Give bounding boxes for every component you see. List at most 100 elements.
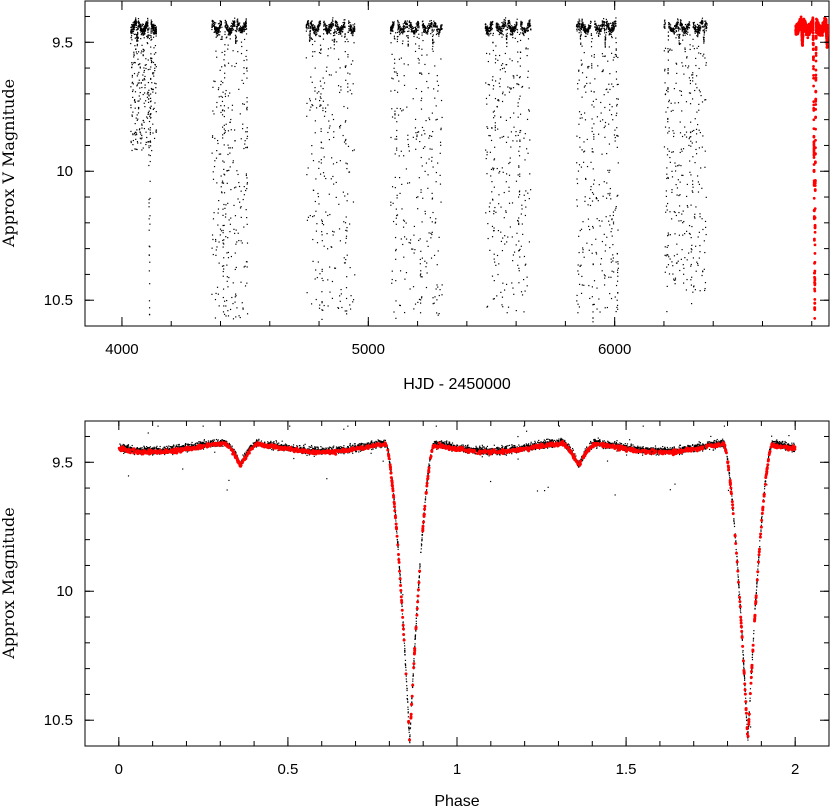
- time-point: [240, 41, 243, 43]
- time-point: [143, 32, 146, 34]
- time-point: [422, 23, 425, 25]
- time-point: [246, 313, 249, 315]
- time-point: [433, 254, 436, 257]
- time-point: [321, 291, 323, 293]
- time-point: [307, 167, 309, 169]
- time-point: [322, 38, 325, 40]
- time-point: [603, 25, 605, 27]
- time-point: [690, 136, 692, 138]
- time-point: [306, 219, 308, 221]
- time-point: [216, 106, 218, 108]
- time-point: [309, 98, 311, 100]
- time-point: [313, 27, 315, 29]
- time-point: [336, 29, 339, 32]
- time-point: [673, 132, 675, 134]
- time-point: [132, 30, 135, 32]
- time-point: [492, 117, 495, 119]
- time-point: [221, 182, 223, 184]
- time-point: [141, 30, 143, 32]
- time-point: [347, 83, 349, 85]
- time-point: [390, 201, 392, 203]
- time-point: [214, 28, 216, 31]
- time-point: [397, 23, 399, 25]
- time-point: [327, 279, 329, 281]
- time-point: [667, 88, 669, 90]
- time-point: [692, 291, 694, 293]
- time-point: [232, 29, 235, 31]
- time-point: [674, 283, 676, 285]
- time-point: [485, 82, 487, 84]
- time-point: [617, 261, 619, 263]
- time-point: [215, 27, 217, 29]
- time-point: [326, 248, 329, 250]
- time-point: [222, 229, 224, 232]
- time-point: [431, 112, 433, 114]
- time-point: [131, 76, 133, 78]
- time-point: [233, 20, 236, 22]
- time-point: [688, 225, 691, 227]
- time-point: [235, 42, 237, 44]
- time-point: [148, 94, 150, 96]
- time-point: [232, 20, 234, 22]
- time-point: [134, 131, 136, 134]
- time-point: [228, 169, 230, 171]
- time-point: [325, 211, 327, 213]
- time-point: [153, 47, 155, 49]
- time-point: [393, 35, 395, 37]
- time-point: [695, 64, 697, 67]
- time-point: [605, 29, 607, 31]
- time-point: [237, 20, 239, 22]
- time-point: [501, 136, 503, 138]
- time-point: [417, 196, 419, 198]
- time-point: [577, 170, 580, 172]
- time-point: [577, 83, 579, 85]
- time-point: [489, 53, 491, 55]
- time-point: [133, 72, 136, 75]
- time-point: [496, 25, 498, 27]
- time-point: [343, 36, 346, 38]
- time-point: [230, 188, 232, 191]
- time-point: [399, 304, 402, 307]
- time-point: [396, 194, 398, 196]
- time-point: [215, 33, 218, 35]
- time-point: [324, 107, 327, 109]
- time-point: [611, 22, 613, 25]
- time-point: [415, 23, 417, 25]
- time-point: [587, 66, 589, 68]
- time-point: [440, 25, 442, 27]
- time-point: [320, 159, 322, 161]
- time-point: [666, 209, 668, 211]
- time-point: [315, 29, 318, 31]
- time-point: [681, 23, 683, 25]
- time-point: [432, 50, 434, 52]
- time-point: [599, 225, 601, 227]
- time-point: [318, 23, 320, 25]
- time-point: [327, 214, 329, 217]
- time-point: [675, 82, 677, 84]
- time-point: [309, 22, 311, 24]
- time-point: [431, 29, 433, 32]
- time-point: [143, 67, 145, 69]
- time-point: [136, 148, 138, 151]
- time-point: [681, 28, 684, 31]
- time-point: [218, 262, 220, 264]
- time-point: [528, 25, 530, 27]
- time-point: [143, 26, 146, 28]
- time-point: [680, 22, 682, 25]
- time-point: [148, 314, 151, 316]
- time-point: [615, 54, 617, 56]
- time-point: [150, 46, 152, 48]
- time-point: [590, 46, 593, 48]
- time-point: [503, 25, 505, 27]
- time-point: [229, 152, 231, 154]
- time-point: [600, 30, 602, 33]
- time-point: [396, 40, 398, 43]
- time-point: [694, 27, 696, 29]
- time-point: [577, 88, 579, 90]
- time-point: [421, 48, 423, 50]
- time-point: [224, 131, 226, 134]
- time-point: [214, 298, 217, 301]
- time-point: [499, 137, 501, 139]
- time-point: [508, 174, 511, 176]
- time-point: [220, 105, 222, 107]
